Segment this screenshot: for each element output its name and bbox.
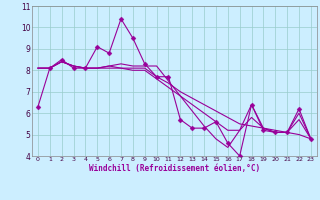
X-axis label: Windchill (Refroidissement éolien,°C): Windchill (Refroidissement éolien,°C) [89, 164, 260, 173]
